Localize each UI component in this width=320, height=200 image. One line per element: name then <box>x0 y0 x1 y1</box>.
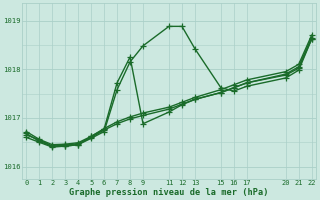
X-axis label: Graphe pression niveau de la mer (hPa): Graphe pression niveau de la mer (hPa) <box>69 188 269 197</box>
